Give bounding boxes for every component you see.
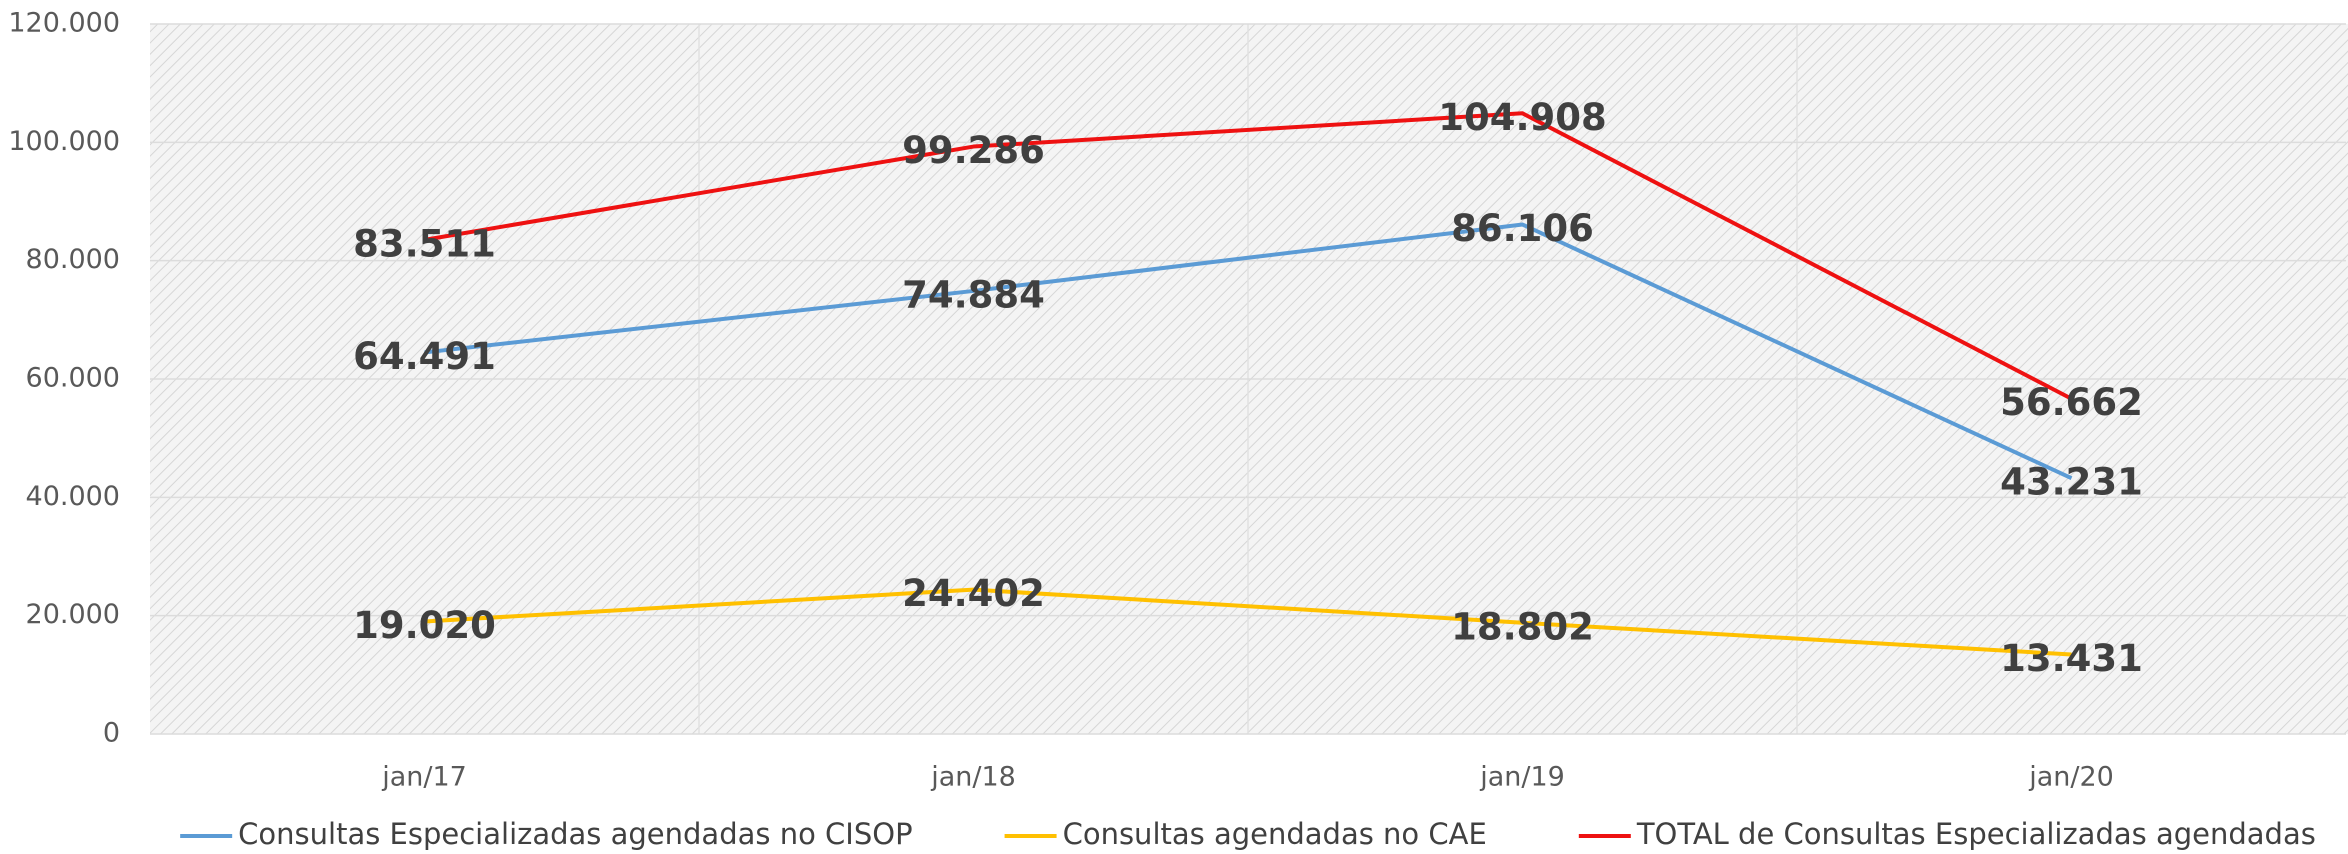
legend-label: Consultas Especializadas agendadas no CI… <box>238 817 912 851</box>
x-tick-label: jan/18 <box>930 762 1016 793</box>
series-line <box>424 222 2073 481</box>
series-line <box>424 587 2072 657</box>
data-label: 83.511 <box>353 222 496 265</box>
x-tick-label: jan/17 <box>381 762 467 793</box>
data-label: 24.402 <box>902 572 1045 615</box>
y-tick-label: 80.000 <box>26 244 120 275</box>
legend-label: TOTAL de Consultas Especializadas agenda… <box>1636 817 2316 851</box>
y-tick-label: 60.000 <box>26 363 120 394</box>
y-tick-label: 0 <box>103 718 120 749</box>
data-label: 99.286 <box>902 129 1045 172</box>
legend-label: Consultas agendadas no CAE <box>1063 817 1487 851</box>
y-tick-label: 120.000 <box>8 8 120 39</box>
x-tick-label: jan/20 <box>2028 762 2114 793</box>
data-label: 19.020 <box>353 604 496 647</box>
y-tick-label: 20.000 <box>26 599 120 630</box>
series-line <box>424 111 2073 401</box>
data-label: 64.491 <box>353 335 496 378</box>
data-label: 18.802 <box>1451 605 1594 648</box>
data-label: 86.106 <box>1451 207 1594 250</box>
data-label: 74.884 <box>902 273 1045 316</box>
data-label: 104.908 <box>1438 96 1607 139</box>
y-tick-label: 100.000 <box>8 126 120 157</box>
y-tick-label: 40.000 <box>26 481 120 512</box>
data-label: 43.231 <box>2000 461 2143 504</box>
data-label: 56.662 <box>2000 381 2143 424</box>
data-label: 13.431 <box>2000 637 2143 680</box>
x-tick-label: jan/19 <box>1479 762 1565 793</box>
